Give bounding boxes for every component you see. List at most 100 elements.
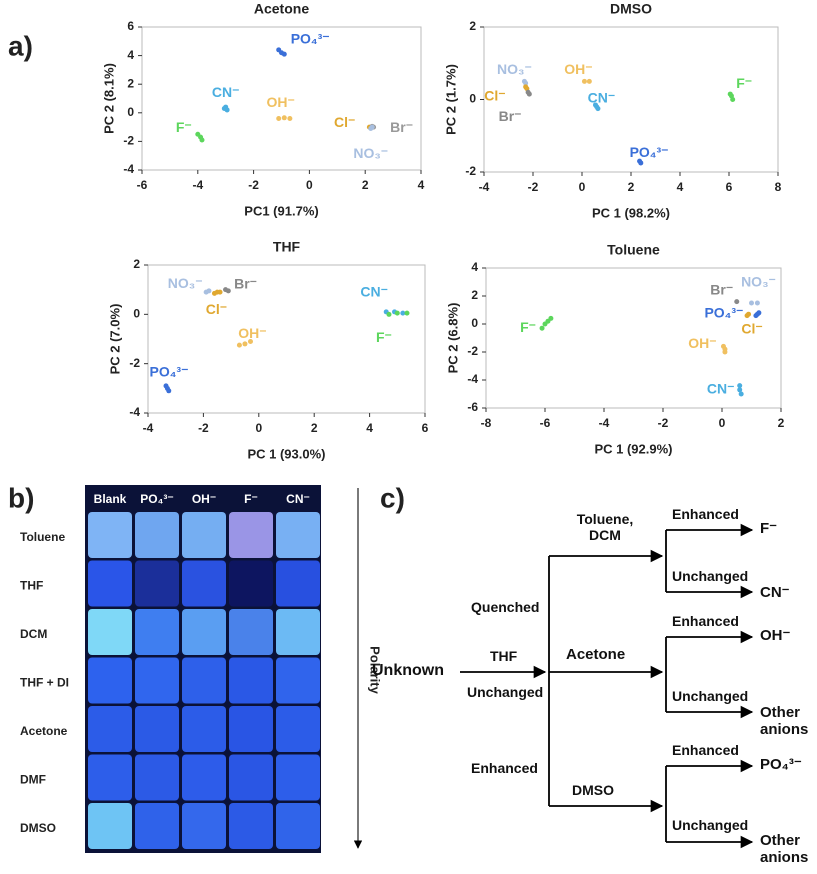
x-tick-label: 2 [778,416,785,430]
point [276,116,282,122]
point [166,388,172,394]
panel-label: a) [8,30,33,61]
y-tick-label: -2 [467,344,478,358]
x-tick-label: -8 [481,416,492,430]
row-label: Acetone [20,724,68,738]
row-label: DMF [20,773,46,787]
x-tick-label: -6 [137,178,148,192]
cluster-label: Br⁻ [499,108,522,124]
photo [85,485,321,853]
column-label: Blank [94,492,127,506]
y-tick-label: 0 [469,92,476,106]
point [287,116,293,122]
vial [229,609,273,655]
vial [135,512,179,558]
x-tick-label: -2 [528,180,539,194]
edge-label: Quenched [471,599,540,615]
cluster-label: CN⁻ [360,284,388,300]
vial [88,609,132,655]
node-label: Unknown [372,662,444,679]
point [722,349,728,355]
vial [88,706,132,752]
vial [88,560,132,607]
cluster-label: PO₄³⁻ [291,31,330,47]
point [749,300,754,306]
vial [182,803,226,849]
vial [229,657,273,704]
panel-label: b) [8,482,34,513]
x-tick-label: 0 [306,178,313,192]
point [734,299,740,305]
y-tick-label: -4 [129,405,140,419]
y-tick-label: 2 [471,288,478,302]
vial [135,560,179,607]
x-tick-label: 6 [726,180,733,194]
row-label: THF [20,579,43,593]
vial [229,706,273,752]
cluster-label: OH⁻ [688,335,716,351]
point [638,160,644,166]
y-tick-label: -2 [465,164,476,178]
x-axis-label: PC 1 (92.9%) [594,441,672,456]
vial [88,512,132,558]
column-label: F⁻ [244,492,258,506]
point [756,310,762,316]
x-tick-label: -2 [198,421,209,435]
y-tick-label: -4 [123,162,134,176]
vial [229,754,273,801]
y-tick-label: 0 [127,105,134,119]
vial [229,512,273,558]
point [206,288,212,294]
row-label: DMSO [20,821,56,835]
edge-label: Enhanced [672,613,739,629]
point [523,80,529,86]
point [581,78,587,84]
cluster-label: CN⁻ [588,90,616,106]
cluster-label: PO₄³⁻ [630,144,669,160]
cluster-label: F⁻ [176,119,192,135]
point [400,310,406,316]
point [730,97,736,102]
x-tick-label: 4 [366,421,373,435]
cluster-label: PO₄³⁻ [150,364,189,380]
row-label: Toluene [20,530,65,544]
cluster-label: Cl⁻ [206,301,227,317]
cluster-label: F⁻ [376,329,392,345]
vial [276,706,320,752]
vial [182,657,226,704]
result-label: F⁻ [760,520,778,537]
result-label: PO₄³⁻ [760,756,802,773]
y-tick-label: -4 [467,372,478,386]
point [737,387,743,393]
point [386,311,392,317]
column-label: CN⁻ [286,492,310,506]
cluster-label: OH⁻ [238,325,266,341]
edge-label: Unchanged [672,568,749,584]
cluster-label: NO₃⁻ [168,275,203,291]
x-tick-label: -6 [540,416,551,430]
y-axis-label: PC 2 (8.1%) [101,63,116,134]
edge-label: Unchanged [467,684,544,700]
x-tick-label: -2 [658,416,669,430]
node-label: Toluene, DCM [576,511,634,544]
x-tick-label: -2 [248,178,259,192]
y-axis-label: PC 2 (7.0%) [107,304,122,375]
point [221,106,227,112]
diagram-lines [460,523,754,849]
y-axis-label: PC 2 (6.8%) [445,303,460,374]
point [281,51,287,57]
vial [135,803,179,849]
chart-title: Toluene [607,242,660,258]
cluster-label: Cl⁻ [484,88,505,104]
point [754,300,760,306]
cluster-label: OH⁻ [564,61,592,77]
vial [88,657,132,704]
column-label: PO₄³⁻ [140,492,173,506]
cluster-label: F⁻ [520,319,536,335]
result-label: Other anions [760,832,809,867]
y-tick-label: 6 [127,19,134,33]
cluster-label: CN⁻ [707,380,735,396]
point [394,310,400,316]
